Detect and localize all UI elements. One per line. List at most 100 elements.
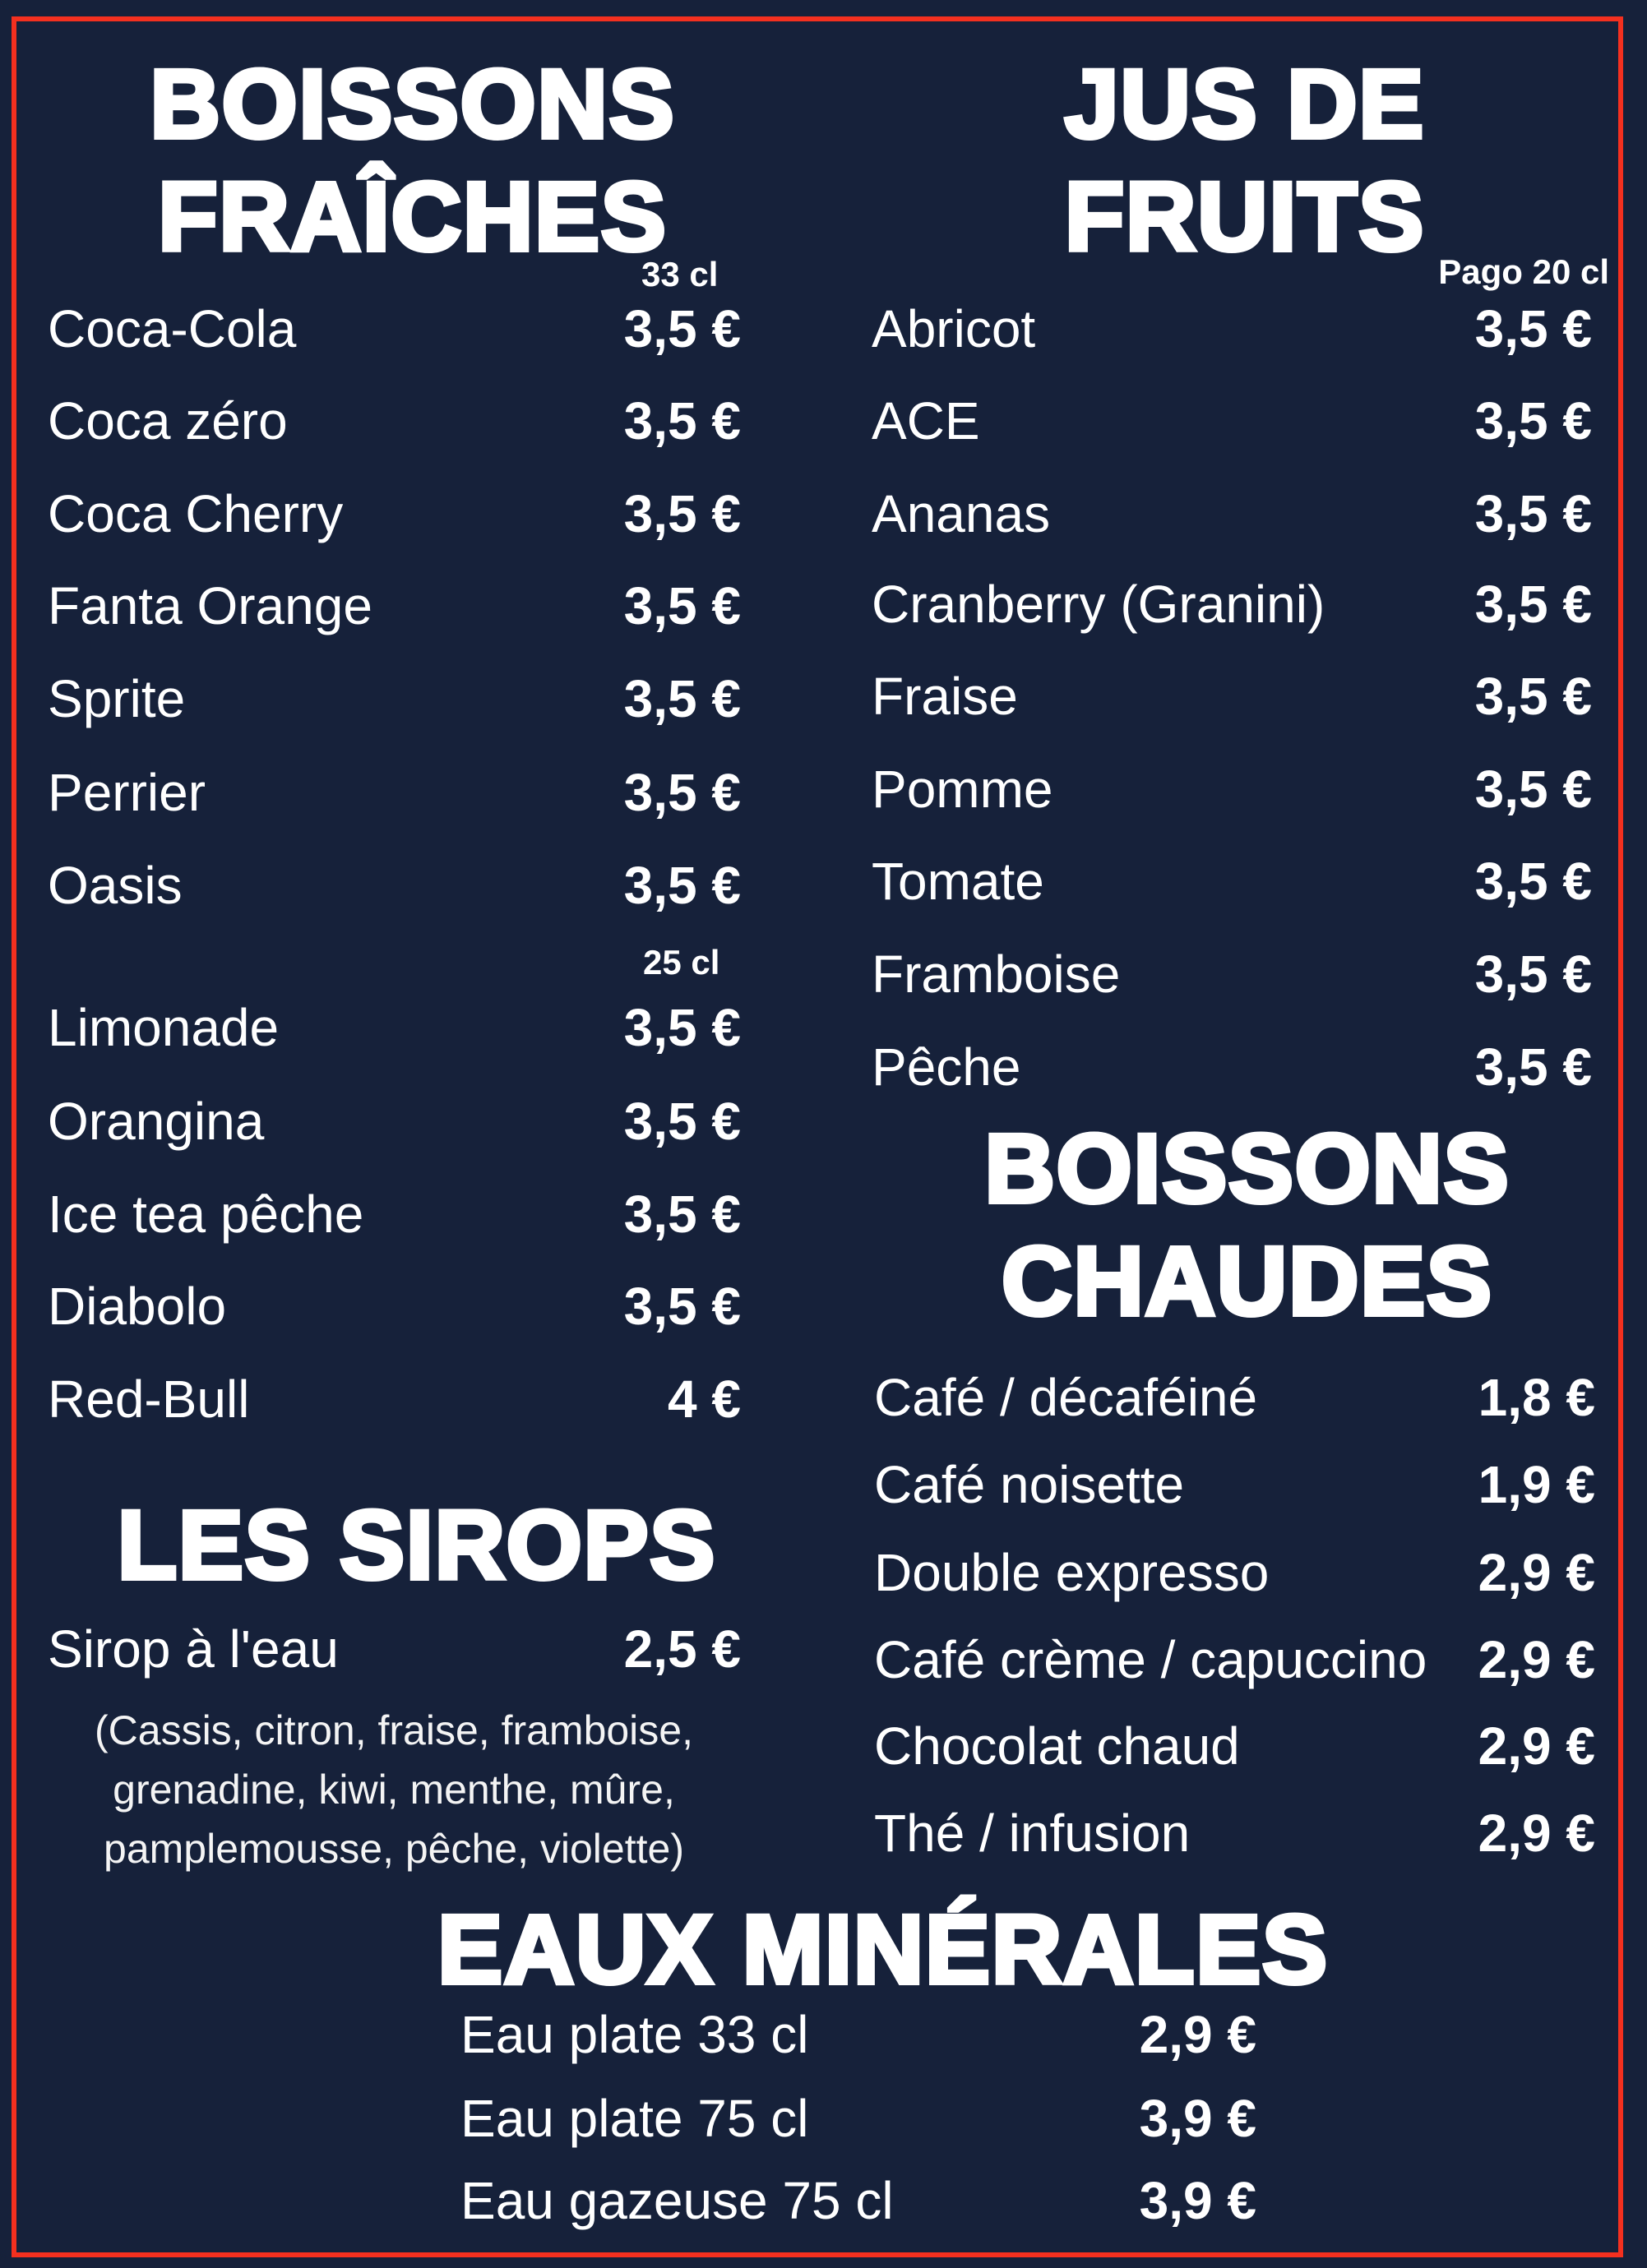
flavours-line: (Cassis, citron, fraise, framboise, — [95, 1707, 693, 1753]
size-label-pago: Pago 20 cl — [1438, 252, 1609, 291]
heading-les-sirops: LES SIROPS — [115, 1490, 717, 1601]
item-price: 3,5 € — [623, 484, 741, 543]
item-name: Ananas — [872, 484, 1051, 543]
heading-boissons-fraiches-line1: BOISSONS — [148, 49, 677, 160]
menu-item: Eau gazeuse 75 cl 3,9 € — [460, 2168, 1256, 2233]
item-name: Chocolat chaud — [874, 1716, 1240, 1776]
size-label-33cl: 33 cl — [641, 255, 719, 293]
item-price: 3,5 € — [623, 763, 741, 822]
item-price: 4 € — [668, 1370, 741, 1429]
item-name: Pêche — [872, 1037, 1021, 1097]
flavours-line: pamplemousse, pêche, violette) — [104, 1826, 684, 1872]
menu-item: Eau plate 33 cl 2,9 € — [460, 2002, 1256, 2067]
item-price: 3,5 € — [1474, 484, 1592, 543]
item-price: 3,5 € — [623, 998, 741, 1057]
menu-item: Fanta Orange 3,5 € — [48, 573, 741, 639]
item-price: 3,5 € — [1474, 945, 1592, 1004]
menu-item: Chocolat chaud 2,9 € — [874, 1713, 1595, 1779]
item-name: Café crème / capuccino — [874, 1630, 1427, 1689]
item-price: 3,5 € — [1474, 760, 1592, 819]
item-price: 3,5 € — [623, 576, 741, 635]
item-price: 3,5 € — [623, 299, 741, 358]
item-price: 3,5 € — [623, 856, 741, 915]
menu-item: Ananas 3,5 € — [872, 481, 1592, 547]
item-name: Café / décaféiné — [874, 1368, 1258, 1427]
item-name: Cranberry (Granini) — [872, 575, 1325, 634]
menu-item: Fraise 3,5 € — [872, 663, 1592, 729]
item-name: Double expresso — [874, 1543, 1270, 1602]
menu-item: Thé / infusion 2,9 € — [874, 1800, 1595, 1866]
item-price: 3,9 € — [1139, 2171, 1256, 2230]
size-label-25cl: 25 cl — [643, 943, 720, 982]
heading-boissons-fraiches-line2: FRAÎCHES — [155, 161, 668, 273]
item-price: 3,5 € — [623, 1185, 741, 1244]
item-name: Oasis — [48, 856, 183, 915]
item-name: Fraise — [872, 667, 1018, 726]
menu-item: Café / décaféiné 1,8 € — [874, 1365, 1595, 1430]
flavours-line: grenadine, kiwi, menthe, mûre, — [113, 1767, 675, 1813]
menu-item: Orangina 3,5 € — [48, 1088, 741, 1154]
item-name: Limonade — [48, 998, 280, 1057]
item-price: 2,9 € — [1478, 1716, 1595, 1776]
item-name: Café noisette — [874, 1455, 1185, 1514]
item-price: 3,5 € — [623, 669, 741, 728]
menu-item: Ice tea pêche 3,5 € — [48, 1181, 741, 1247]
item-price: 3,5 € — [1474, 852, 1592, 911]
item-price: 3,5 € — [623, 391, 741, 450]
item-name: Pomme — [872, 760, 1053, 819]
item-price: 3,5 € — [1474, 299, 1592, 358]
heading-boissons-chaudes-line2: CHAUDES — [999, 1226, 1493, 1337]
item-price: 1,9 € — [1478, 1455, 1595, 1514]
menu-item: Abricot 3,5 € — [872, 296, 1592, 362]
item-name: Red-Bull — [48, 1370, 250, 1429]
item-name: Coca Cherry — [48, 484, 344, 543]
menu-item: Red-Bull 4 € — [48, 1366, 741, 1432]
menu-item: Sirop à l'eau 2,5 € — [48, 1616, 741, 1682]
menu-item: Café crème / capuccino 2,9 € — [874, 1627, 1595, 1693]
menu-item: Coca-Cola 3,5 € — [48, 296, 741, 362]
item-name: Perrier — [48, 763, 206, 822]
item-price: 3,5 € — [1474, 1037, 1592, 1097]
menu-item: Eau plate 75 cl 3,9 € — [460, 2086, 1256, 2151]
menu-item: Pomme 3,5 € — [872, 756, 1592, 822]
heading-eaux-minerales: EAUX MINÉRALES — [435, 1894, 1330, 2006]
item-price: 3,5 € — [1474, 667, 1592, 726]
item-name: Abricot — [872, 299, 1036, 358]
menu-item: Sprite 3,5 € — [48, 666, 741, 732]
menu-border — [12, 16, 1623, 2257]
item-name: Coca-Cola — [48, 299, 297, 358]
menu-item: Café noisette 1,9 € — [874, 1452, 1595, 1517]
item-price: 3,9 € — [1139, 2089, 1256, 2148]
item-name: Eau plate 75 cl — [460, 2089, 809, 2148]
menu-item: Limonade 3,5 € — [48, 995, 741, 1060]
heading-boissons-chaudes-line1: BOISSONS — [983, 1113, 1511, 1225]
menu-item: Double expresso 2,9 € — [874, 1540, 1595, 1605]
item-name: Fanta Orange — [48, 576, 372, 635]
item-price: 3,5 € — [1474, 575, 1592, 634]
item-name: Sirop à l'eau — [48, 1619, 339, 1679]
item-price: 2,9 € — [1478, 1630, 1595, 1689]
item-price: 1,8 € — [1478, 1368, 1595, 1427]
item-name: Sprite — [48, 669, 186, 728]
item-name: Diabolo — [48, 1277, 227, 1336]
item-price: 3,5 € — [623, 1277, 741, 1336]
item-price: 3,5 € — [623, 1092, 741, 1151]
menu-item: Tomate 3,5 € — [872, 848, 1592, 914]
heading-jus-de-fruits-line2: FRUITS — [1062, 161, 1426, 273]
menu-item: Coca Cherry 3,5 € — [48, 481, 741, 547]
item-name: Tomate — [872, 852, 1044, 911]
item-price: 2,9 € — [1139, 2005, 1256, 2064]
item-name: Framboise — [872, 945, 1121, 1004]
item-price: 2,9 € — [1478, 1804, 1595, 1863]
item-name: Thé / infusion — [874, 1804, 1191, 1863]
menu-item: Perrier 3,5 € — [48, 760, 741, 825]
menu-item: Pêche 3,5 € — [872, 1034, 1592, 1100]
menu-item: Coca zéro 3,5 € — [48, 388, 741, 454]
item-price: 2,5 € — [623, 1619, 741, 1679]
item-name: ACE — [872, 391, 980, 450]
item-name: Orangina — [48, 1092, 265, 1151]
item-name: Eau gazeuse 75 cl — [460, 2171, 894, 2230]
menu-item: ACE 3,5 € — [872, 388, 1592, 454]
menu-item: Oasis 3,5 € — [48, 852, 741, 918]
item-name: Ice tea pêche — [48, 1185, 364, 1244]
